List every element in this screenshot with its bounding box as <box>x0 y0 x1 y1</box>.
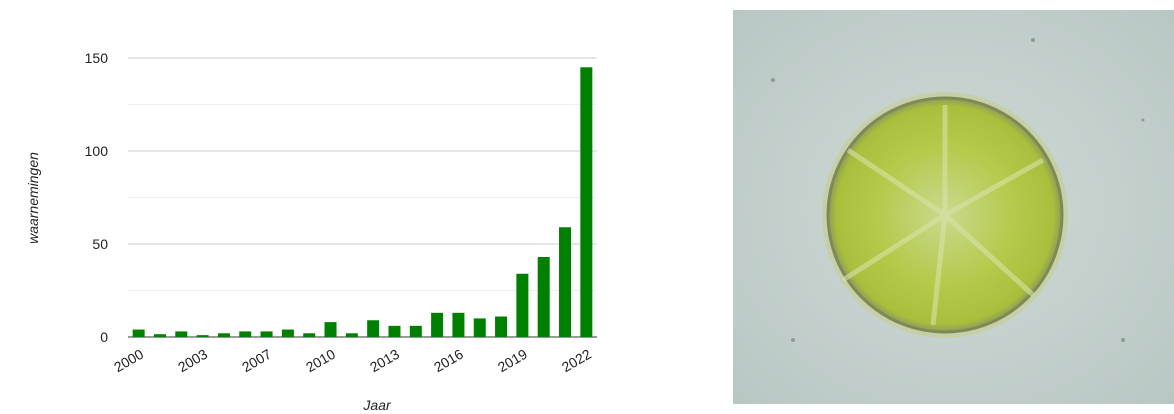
bar <box>196 335 209 337</box>
bar <box>367 320 380 337</box>
bar <box>281 329 294 337</box>
x-tick-label: 2010 <box>303 346 338 376</box>
x-tick-label: 2000 <box>111 346 146 376</box>
bar <box>559 227 572 337</box>
bar <box>239 331 252 337</box>
bar <box>516 273 529 337</box>
bar <box>260 331 273 337</box>
bar <box>132 329 145 337</box>
bar <box>388 325 401 337</box>
x-tick-label: 2003 <box>175 346 210 376</box>
x-tick-label: 2013 <box>367 346 402 376</box>
bar <box>303 333 316 337</box>
bar <box>409 325 422 337</box>
bar <box>537 257 550 337</box>
y-axis-label: waarnemingen <box>25 152 41 244</box>
x-tick-label: 2016 <box>431 346 466 376</box>
bar <box>175 331 188 337</box>
x-tick-label: 2007 <box>239 346 274 376</box>
specks <box>771 38 1145 342</box>
x-tick-label: 2019 <box>495 346 530 376</box>
bar <box>473 318 486 337</box>
y-tick-label: 50 <box>92 236 108 252</box>
y-tick-label: 0 <box>100 329 108 345</box>
x-axis-label: Jaar <box>362 397 392 413</box>
y-tick-label: 150 <box>85 50 109 66</box>
bar <box>217 333 230 337</box>
cell-pattern <box>841 105 1045 326</box>
bar <box>431 312 444 337</box>
photo <box>733 10 1174 404</box>
bar <box>345 333 358 337</box>
bar <box>324 322 337 337</box>
bar <box>452 312 465 337</box>
y-tick-label: 100 <box>85 143 109 159</box>
bar <box>580 67 593 338</box>
x-tick-label: 2022 <box>559 346 594 376</box>
bar <box>495 316 508 337</box>
bar <box>153 334 166 337</box>
chart: Jaar waarnemingen 0 50 100 150 2000 2003 2007 2… <box>25 50 597 413</box>
